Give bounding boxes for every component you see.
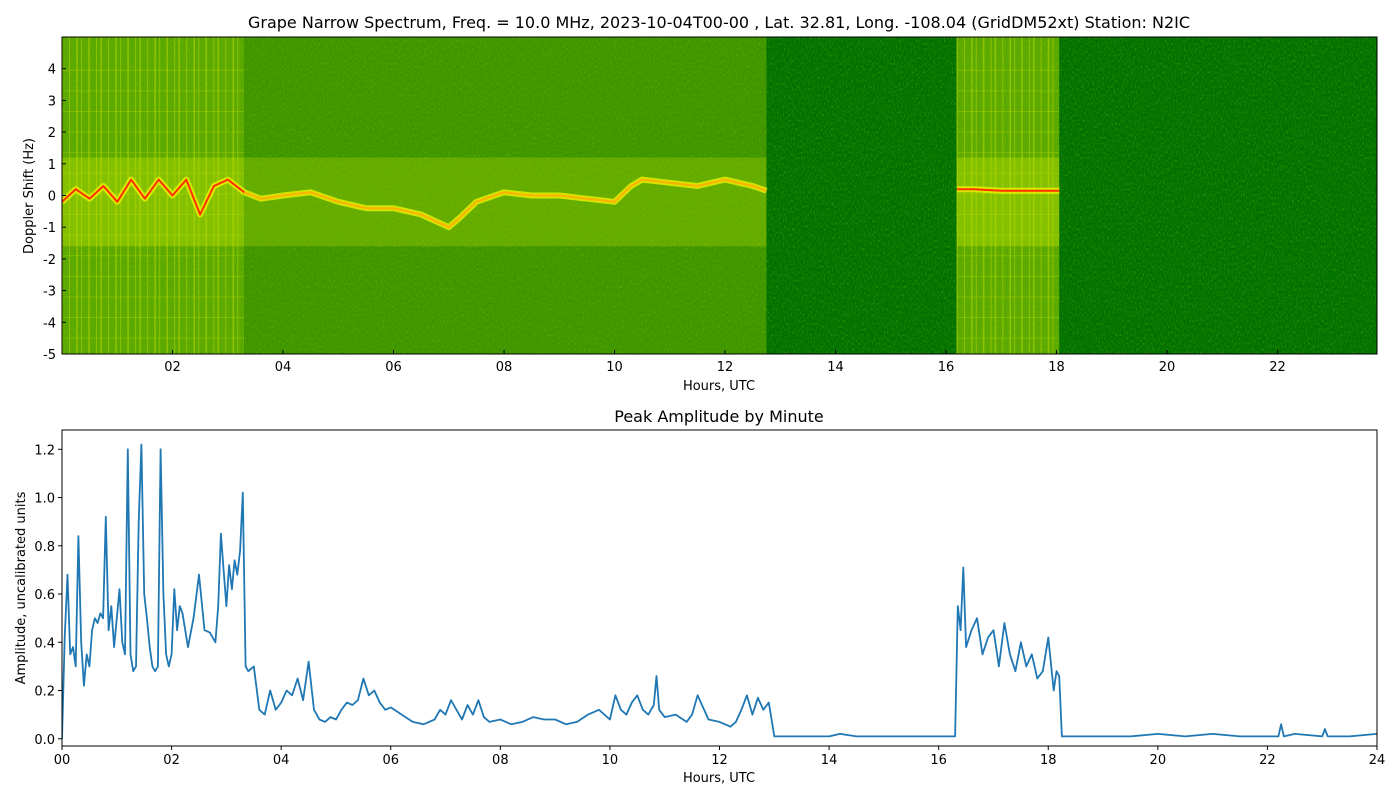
amplitude-x-axis: 00 02 04 06 08 10 12 14 16 18 20 22 24 — [54, 746, 1386, 768]
x-tick-label: 18 — [1048, 360, 1065, 375]
x-tick-label: 22 — [1259, 753, 1276, 768]
x-tick-label: 02 — [163, 753, 180, 768]
amplitude-y-axis: 0.0 0.2 0.4 0.6 0.8 1.0 1.2 — [34, 443, 62, 748]
spectrogram-y-label: Doppler Shift (Hz) — [22, 138, 37, 254]
x-tick-label: 02 — [164, 360, 181, 375]
y-tick-label: 2 — [48, 126, 56, 141]
amplitude-x-label: Hours, UTC — [683, 771, 755, 786]
spectrogram-x-axis: 02 04 06 08 10 12 14 16 18 20 22 — [164, 350, 1286, 375]
doppler-trace-line — [243, 178, 767, 229]
doppler-trace-line — [957, 188, 1060, 192]
amplitude-background — [62, 430, 1377, 746]
y-tick-label: -4 — [43, 316, 56, 331]
spectrogram-title: Grape Narrow Spectrum, Freq. = 10.0 MHz,… — [248, 13, 1190, 32]
x-tick-label: 14 — [821, 753, 838, 768]
y-tick-label: 0.4 — [34, 636, 55, 651]
spectrogram-x-label: Hours, UTC — [683, 379, 755, 394]
x-tick-label: 08 — [492, 753, 509, 768]
spectrogram-y-axis: -5 -4 -3 -2 -1 0 1 2 3 4 — [43, 63, 66, 363]
amplitude-title: Peak Amplitude by Minute — [614, 407, 824, 426]
y-tick-label: 1.0 — [34, 492, 55, 507]
y-tick-label: 0.8 — [34, 540, 55, 555]
x-tick-label: 10 — [602, 753, 619, 768]
y-tick-label: -5 — [43, 348, 56, 363]
y-tick-label: 1.2 — [34, 443, 55, 458]
y-tick-label: 3 — [48, 94, 56, 109]
y-tick-label: 0.0 — [34, 733, 55, 748]
y-tick-label: 4 — [48, 63, 56, 78]
y-tick-label: 0.2 — [34, 685, 55, 700]
x-tick-label: 20 — [1159, 360, 1176, 375]
x-tick-label: 04 — [273, 753, 290, 768]
x-tick-label: 00 — [54, 753, 71, 768]
amplitude-y-label: Amplitude, uncalibrated units — [14, 491, 29, 684]
x-tick-label: 12 — [711, 753, 728, 768]
spectrogram-stripes — [62, 37, 1060, 354]
x-tick-label: 22 — [1269, 360, 1286, 375]
x-tick-label: 16 — [938, 360, 955, 375]
x-tick-label: 06 — [382, 753, 399, 768]
x-tick-label: 16 — [930, 753, 947, 768]
y-tick-label: -2 — [43, 253, 56, 268]
x-tick-label: 18 — [1040, 753, 1057, 768]
amplitude-panel: Peak Amplitude by Minute 00 02 04 06 08 10 12 1… — [14, 407, 1385, 786]
x-tick-label: 24 — [1369, 753, 1386, 768]
doppler-trace-line — [62, 178, 245, 216]
spectrogram-panel: Grape Narrow Spectrum, Freq. = 10.0 MHz,… — [22, 13, 1378, 394]
y-tick-label: 0.6 — [34, 588, 55, 603]
x-tick-label: 14 — [827, 360, 844, 375]
x-tick-label: 04 — [275, 360, 292, 375]
y-tick-label: -1 — [43, 221, 56, 236]
x-tick-label: 10 — [606, 360, 623, 375]
x-tick-label: 12 — [717, 360, 734, 375]
x-tick-label: 08 — [496, 360, 513, 375]
y-tick-label: -3 — [43, 285, 56, 300]
doppler-trace — [62, 176, 1060, 231]
y-tick-label: 1 — [48, 158, 56, 173]
x-tick-label: 20 — [1150, 753, 1167, 768]
y-tick-label: 0 — [48, 190, 56, 205]
amplitude-series-line — [62, 443, 1377, 739]
x-tick-label: 06 — [385, 360, 402, 375]
